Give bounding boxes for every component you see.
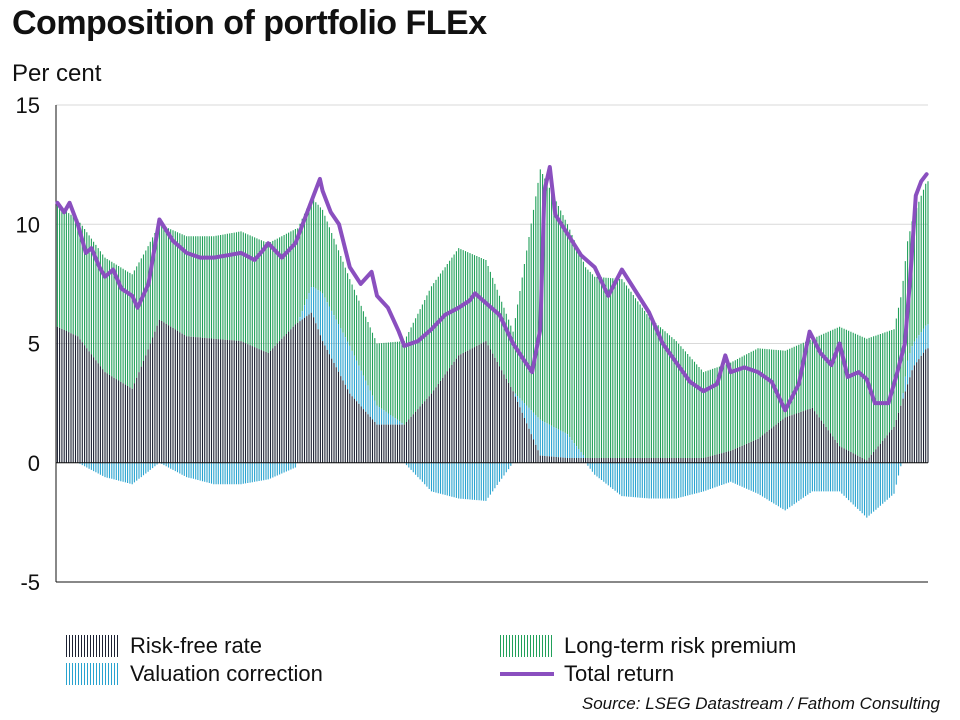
y-tick-label: 15 [16,93,40,118]
y-tick-label: -5 [20,570,40,595]
risk-free-swatch [66,635,120,657]
chart-title: Composition of portfolio FLEx [12,4,487,42]
legend-valuation-label: Valuation correction [130,661,323,686]
source-note: Source: LSEG Datastream / Fathom Consult… [581,694,940,713]
y-unit-label: Per cent [12,60,102,87]
chart-plot: 15 10 5 0 -5 1995 2000 2005 2010 2015 2020 [16,93,929,600]
legend-risk-free: Risk-free rate [66,632,262,660]
x-tick-labels: 1995 2000 2005 2010 2015 2020 [135,596,864,600]
legend-long-term: Long-term risk premium [500,632,796,660]
valuation-swatch [66,663,120,685]
x-tick-label: 1995 [135,596,184,600]
x-tick-label: 2010 [543,596,592,600]
legend-total-return: Total return [500,660,674,688]
risk-free-rate-bars [56,312,929,463]
x-tick-label: 2015 [679,596,728,600]
y-tick-labels: 15 10 5 0 -5 [16,93,40,595]
y-tick-label: 5 [28,332,40,357]
x-tick-label: 2020 [815,596,864,600]
long-term-swatch [500,635,554,657]
legend-long-term-label: Long-term risk premium [564,633,797,658]
x-tick-label: 2005 [407,596,456,600]
legend-total-return-label: Total return [564,661,675,686]
x-tick-label: 2000 [271,596,320,600]
axes [55,105,928,583]
y-tick-label: 10 [16,212,40,237]
legend-risk-free-label: Risk-free rate [130,633,263,658]
total-return-swatch [500,672,554,676]
total-return-line [55,165,929,413]
y-tick-label: 0 [28,451,40,476]
legend-valuation: Valuation correction [66,660,323,688]
total-return-series-line [55,165,929,413]
valuation-correction-bars [79,287,929,518]
